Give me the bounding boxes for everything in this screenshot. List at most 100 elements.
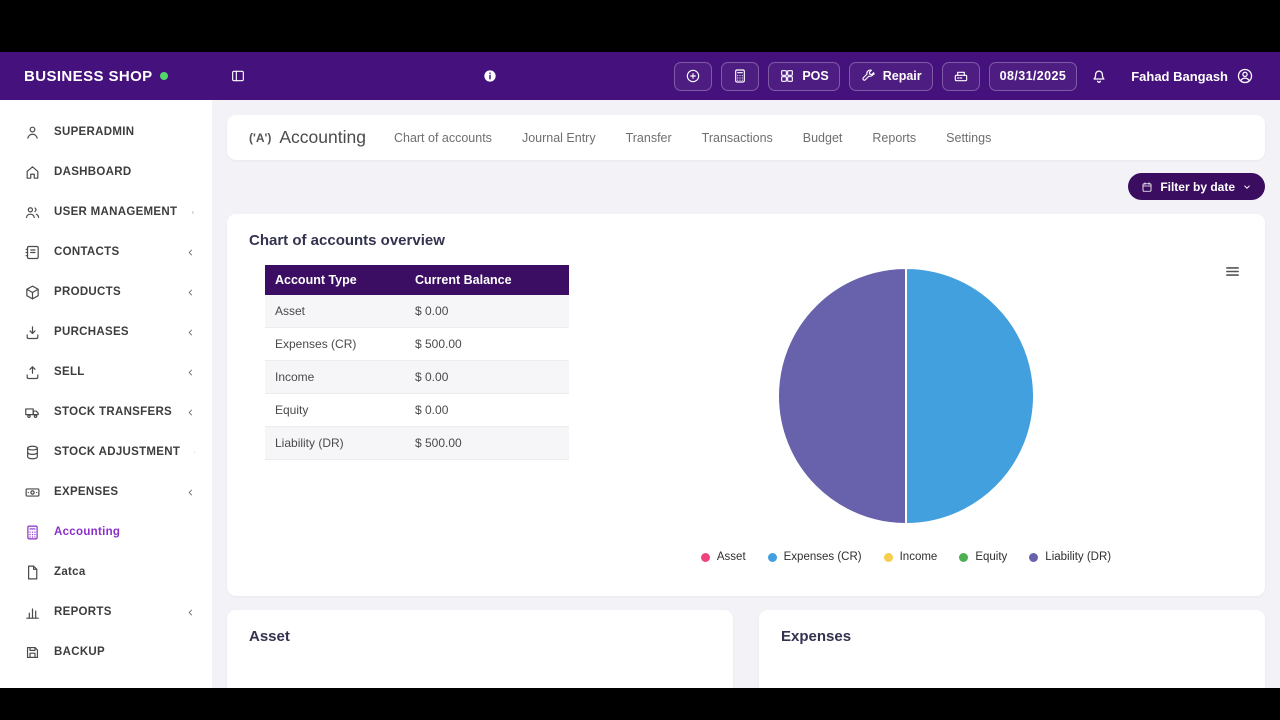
sidebar-item-accounting[interactable]: Accounting xyxy=(0,512,212,552)
info-icon xyxy=(482,68,498,84)
tab-transactions[interactable]: Transactions xyxy=(701,130,773,145)
plus-circle-button[interactable] xyxy=(674,61,713,91)
sidebar-item-label: SUPERADMIN xyxy=(54,126,135,138)
page-title: Accounting xyxy=(279,127,366,147)
repair-button[interactable]: Repair xyxy=(848,61,933,91)
tab-budget[interactable]: Budget xyxy=(802,130,843,145)
sidebar-item-purchases[interactable]: PURCHASES xyxy=(0,312,212,352)
user-menu[interactable]: Fahad Bangash xyxy=(1121,62,1264,91)
sidebar-item-label: Accounting xyxy=(54,526,121,538)
tab-settings[interactable]: Settings xyxy=(946,130,992,145)
expenses-card: Expenses xyxy=(759,610,1265,688)
sidebar-item-contacts[interactable]: CONTACTS xyxy=(0,232,212,272)
backup-icon xyxy=(24,644,41,661)
user-avatar-icon xyxy=(1236,67,1254,85)
pie-slice-expenses-cr-[interactable] xyxy=(905,266,1035,526)
current-balance-cell: $ 0.00 xyxy=(405,295,569,328)
legend-swatch xyxy=(959,552,969,562)
notifications-button[interactable] xyxy=(1086,62,1112,91)
overview-body: Account Type Current Balance Asset $ 0.00… xyxy=(249,265,1243,563)
legend-item[interactable]: Equity xyxy=(959,551,1007,563)
top-navbar: BUSINESS SHOP POS xyxy=(0,52,1280,100)
chart-legend: Asset Expenses (CR) Income Equity Liability … xyxy=(700,551,1111,563)
sidebar-item-dashboard[interactable]: DASHBOARD xyxy=(0,152,212,192)
account-type-cell: Liability (DR) xyxy=(265,426,405,460)
wrench-icon xyxy=(860,68,876,84)
sidebar-item-superadmin[interactable]: SUPERADMIN xyxy=(0,112,212,152)
sidebar-item-label: STOCK TRANSFERS xyxy=(54,406,173,418)
tab-reports[interactable]: Reports xyxy=(872,130,917,145)
tab-chart-of-accounts[interactable]: Chart of accounts xyxy=(393,130,492,145)
account-type-cell: Equity xyxy=(265,393,405,427)
chart-bars-icon xyxy=(24,604,41,621)
sidebar-item-label: Zatca xyxy=(54,566,86,578)
bell-icon xyxy=(1090,67,1108,85)
chart-of-accounts-overview-card: Chart of accounts overview Account Type … xyxy=(227,214,1265,596)
calculator-icon xyxy=(732,68,748,84)
date-display[interactable]: 08/31/2025 xyxy=(988,61,1078,91)
legend-item[interactable]: Income xyxy=(883,551,938,563)
filter-by-date-button[interactable]: Filter by date xyxy=(1128,173,1265,200)
legend-item[interactable]: Expenses (CR) xyxy=(767,551,862,563)
current-balance-cell: $ 0.00 xyxy=(405,393,569,427)
table-row: Equity $ 0.00 xyxy=(265,393,569,427)
sidebar-toggle-button[interactable] xyxy=(230,68,246,84)
chevron-left-icon xyxy=(185,607,196,618)
chevron-left-icon xyxy=(185,407,196,418)
grid-icon xyxy=(779,68,795,84)
pie-chart-area: Asset Expenses (CR) Income Equity Liability … xyxy=(569,265,1243,563)
calendar-icon xyxy=(1141,181,1153,193)
repair-label: Repair xyxy=(882,69,922,83)
pie-slice-liability-dr-[interactable] xyxy=(777,266,907,526)
tab-journal-entry[interactable]: Journal Entry xyxy=(521,130,596,145)
filter-row: Filter by date xyxy=(227,173,1265,200)
database-icon xyxy=(24,444,41,461)
legend-item[interactable]: Liability (DR) xyxy=(1029,551,1111,563)
sidebar-item-label: BACKUP xyxy=(54,646,105,658)
sidebar-item-products[interactable]: PRODUCTS xyxy=(0,272,212,312)
sidebar-item-reports[interactable]: REPORTS xyxy=(0,592,212,632)
download-icon xyxy=(24,324,41,341)
expenses-card-title: Expenses xyxy=(781,628,852,645)
legend-swatch xyxy=(883,552,893,562)
asset-card: Asset xyxy=(227,610,733,688)
account-type-cell: Asset xyxy=(265,295,405,328)
chart-menu-button[interactable] xyxy=(1224,263,1241,283)
tab-transfer[interactable]: Transfer xyxy=(625,130,672,145)
legend-swatch xyxy=(700,552,710,562)
sidebar-item-stock-transfers[interactable]: STOCK TRANSFERS xyxy=(0,392,212,432)
accounting-module-icon: ('A') xyxy=(249,130,272,145)
legend-swatch xyxy=(767,552,777,562)
current-balance-cell: $ 500.00 xyxy=(405,327,569,361)
sidebar-item-label: USER MANAGEMENT xyxy=(54,206,178,218)
main-content: ('A') Accounting Chart of accounts Journa… xyxy=(212,100,1280,688)
sidebar-item-expenses[interactable]: EXPENSES xyxy=(0,472,212,512)
sidebar-item-user-management[interactable]: USER MANAGEMENT xyxy=(0,192,212,232)
sidebar-item-backup[interactable]: BACKUP xyxy=(0,632,212,672)
sidebar-item-sell[interactable]: SELL xyxy=(0,352,212,392)
legend-item[interactable]: Asset xyxy=(700,551,746,563)
chevron-left-icon xyxy=(185,247,196,258)
sidebar-item-stock-adjustment[interactable]: STOCK ADJUSTMENT xyxy=(0,432,212,472)
chevron-left-icon xyxy=(193,447,196,458)
calculator-button[interactable] xyxy=(721,61,760,91)
info-button[interactable] xyxy=(482,68,498,84)
chevron-left-icon xyxy=(185,327,196,338)
module-tabs: Chart of accounts Journal Entry Transfer Tr… xyxy=(394,131,991,145)
accounts-table: Account Type Current Balance Asset $ 0.00… xyxy=(265,265,569,460)
legend-label: Asset xyxy=(716,551,746,563)
sidebar-item-zatca[interactable]: Zatca xyxy=(0,552,212,592)
legend-label: Income xyxy=(899,551,938,563)
sidebar-item-label: STOCK ADJUSTMENT xyxy=(54,446,181,458)
sidebar-toggle-icon xyxy=(230,68,246,84)
brand[interactable]: BUSINESS SHOP xyxy=(0,52,212,100)
truck-icon xyxy=(24,404,41,421)
pos-button[interactable]: POS xyxy=(768,61,840,91)
chevron-left-icon xyxy=(185,287,196,298)
table-row: Asset $ 0.00 xyxy=(265,295,569,328)
cash-register-button[interactable] xyxy=(941,61,980,91)
app-window: BUSINESS SHOP POS xyxy=(0,52,1280,688)
sidebar-item-label: SELL xyxy=(54,366,85,378)
brand-status-dot xyxy=(159,72,168,80)
